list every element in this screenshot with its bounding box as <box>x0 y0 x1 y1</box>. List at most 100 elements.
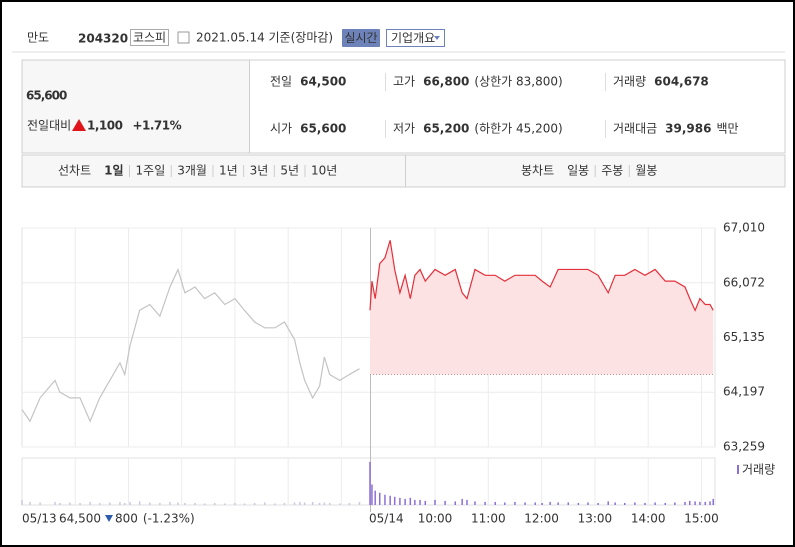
price-line <box>369 240 714 312</box>
volume-bar <box>369 462 371 505</box>
stock-name: 만도 <box>27 31 49 45</box>
tab-item[interactable]: 월봉 <box>635 164 657 178</box>
tab-item[interactable]: 1주일 <box>136 164 166 178</box>
prev-close: 64,500 <box>59 512 101 526</box>
tab-item[interactable]: 1일 <box>104 164 123 178</box>
volume-bar <box>484 501 486 505</box>
date: 2021.05.14 기준(장마감) <box>196 31 333 45</box>
volume-bar <box>129 501 131 505</box>
realtime-button[interactable] <box>342 29 380 47</box>
volume-bar <box>348 502 351 505</box>
volume-bar <box>203 503 206 505</box>
volume-bar <box>699 501 701 505</box>
volume-bar <box>712 498 714 505</box>
change: 1,100 <box>87 119 123 133</box>
volume-bar <box>534 502 536 505</box>
volume-bar <box>684 501 686 505</box>
volume-bar <box>399 497 401 505</box>
volume-bar <box>374 490 376 505</box>
volume-bar <box>384 494 386 505</box>
tab-label: 봉차트 <box>521 164 554 178</box>
stat-label: 저가 <box>393 122 415 136</box>
overview[interactable]: 기업개요 <box>391 31 435 45</box>
volume-bar <box>358 501 361 505</box>
volume-bar <box>549 501 551 505</box>
tab-item[interactable]: 주봉 <box>601 164 623 178</box>
price-line <box>21 267 360 423</box>
today-date: 05/14 <box>369 512 404 526</box>
prev-date: 05/13 <box>22 512 57 526</box>
market: 코스피 <box>133 31 166 45</box>
down-triangle <box>105 515 113 522</box>
volume-bar <box>541 502 543 505</box>
volume-bar <box>474 501 476 505</box>
volume-bar <box>169 501 171 505</box>
volume-bar <box>89 501 91 505</box>
volume-bar <box>371 484 373 505</box>
price-panel <box>22 60 250 153</box>
volume-bar <box>184 502 186 505</box>
tab-item[interactable]: 5년 <box>280 164 299 178</box>
tab-label: 선차트 <box>58 164 91 178</box>
realtime[interactable]: 실시간 <box>344 31 377 45</box>
change-label: 전일대비 <box>27 119 71 133</box>
volume-bar <box>709 501 711 505</box>
overview-button[interactable] <box>386 29 445 47</box>
x-tick-label: 13:00 <box>578 512 613 526</box>
stat-value: 39,986 <box>665 122 711 136</box>
volume-bar <box>607 501 609 505</box>
volume-bar <box>524 502 526 505</box>
tab-bar <box>21 154 786 188</box>
tab-item[interactable]: 1년 <box>219 164 238 178</box>
volume-bar <box>39 502 41 505</box>
volume-bar <box>694 501 696 505</box>
volume-bar <box>299 501 301 505</box>
tab-item[interactable]: 일봉 <box>567 164 589 178</box>
volume-bar <box>623 502 626 505</box>
volume-bar <box>644 502 646 505</box>
volume-bar <box>283 502 286 505</box>
y-tick-label: 63,259 <box>723 440 765 454</box>
stat-value: 65,600 <box>300 122 346 136</box>
dropdown-arrow <box>434 36 440 40</box>
tab-item[interactable]: 3년 <box>250 164 269 178</box>
volume-bar <box>293 502 296 505</box>
stock-code: 204320 <box>78 32 128 46</box>
volume-bar <box>138 501 141 505</box>
stat-value: 64,500 <box>300 75 346 89</box>
volume-bar <box>318 502 321 505</box>
volume-bar <box>689 500 691 505</box>
stat-value: 66,800 <box>423 75 469 89</box>
volume-label: 거래량 <box>742 463 775 477</box>
volume-bar <box>119 501 121 505</box>
volume-bar <box>311 501 314 505</box>
volume-bar <box>253 502 256 505</box>
volume-bar <box>704 501 706 505</box>
x-tick-label: 11:00 <box>471 512 506 526</box>
stat-unit: 백만 <box>716 122 738 136</box>
y-tick-label: 66,072 <box>723 275 765 289</box>
volume-bar <box>577 502 580 505</box>
volume-bar <box>98 502 101 505</box>
market-badge <box>130 29 169 46</box>
volume-bar <box>213 502 216 505</box>
tab-item[interactable]: 3개월 <box>177 164 207 178</box>
stat-label: 전일 <box>270 75 292 89</box>
volume-bar <box>587 502 589 505</box>
volume-bar <box>328 502 331 505</box>
stat-note: (상한가 83,800) <box>474 75 562 89</box>
volume-frame <box>21 457 716 506</box>
prev-change-rate: (-1.23%) <box>143 512 195 526</box>
volume-bar <box>634 502 636 505</box>
volume-bar <box>409 497 412 505</box>
volume-bar <box>414 499 416 505</box>
volume-bar <box>567 502 569 505</box>
volume-bar <box>303 502 306 505</box>
price: 65,600 <box>26 89 67 103</box>
x-tick-label: 15:00 <box>684 512 719 526</box>
tab-item[interactable]: 10년 <box>311 164 337 178</box>
change-rate: +1.71% <box>132 119 181 133</box>
volume-bar <box>59 502 61 505</box>
stat-value: 604,678 <box>654 75 709 89</box>
